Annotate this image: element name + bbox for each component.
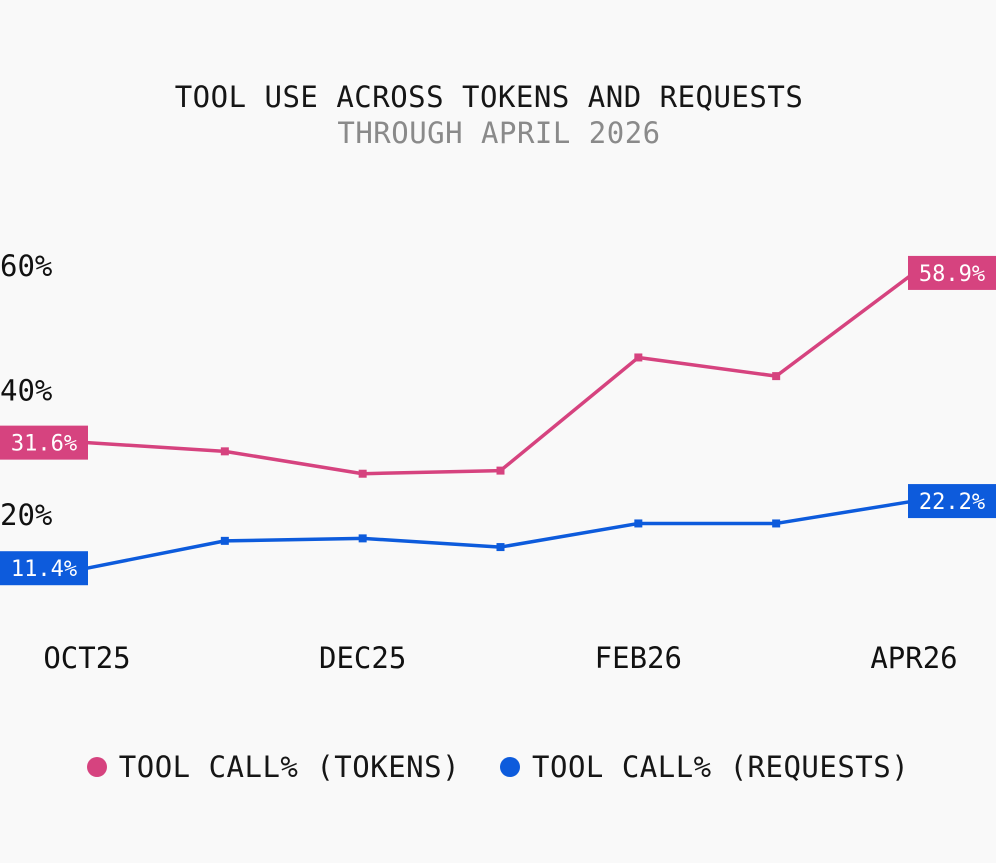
data-point (634, 519, 643, 528)
legend-swatch-tokens (86, 757, 107, 777)
data-point (358, 534, 367, 543)
legend-label-tokens: TOOL CALL% (TOKENS) (118, 750, 461, 784)
chart-subtitle: THROUGH APRIL 2026 (337, 116, 661, 150)
y-tick-label: 20% (0, 498, 52, 532)
data-point (496, 543, 505, 552)
end-value-badge (908, 255, 996, 290)
legend-swatch-requests (500, 757, 521, 777)
data-point (220, 447, 229, 456)
data-point (772, 372, 781, 381)
data-point (220, 536, 229, 545)
start-value-badge (0, 425, 88, 460)
start-value-label: 11.4% (11, 557, 77, 582)
y-tick-label: 60% (0, 249, 52, 283)
x-tick-label: APR26 (870, 641, 957, 675)
end-value-label: 22.2% (919, 490, 985, 515)
data-point (358, 469, 367, 478)
x-tick-label: DEC25 (319, 641, 406, 675)
data-point (634, 353, 643, 362)
series-line-0 (85, 271, 916, 476)
start-value-badge (0, 551, 88, 586)
legend-item-requests: TOOL CALL% (REQUESTS) (500, 750, 909, 784)
end-value-badge (908, 484, 996, 519)
y-tick-label: 40% (0, 373, 52, 407)
legend: TOOL CALL% (TOKENS) TOOL CALL% (REQUESTS… (0, 750, 996, 784)
data-point (496, 466, 505, 475)
start-value-label: 31.6% (11, 432, 77, 457)
end-value-label: 58.9% (919, 262, 985, 287)
chart-title: TOOL USE ACROSS TOKENS AND REQUESTS (174, 80, 804, 114)
legend-label-requests: TOOL CALL% (REQUESTS) (532, 750, 910, 784)
legend-item-tokens: TOOL CALL% (TOKENS) (86, 750, 461, 784)
x-tick-label: OCT25 (43, 641, 130, 675)
x-tick-label: FEB26 (595, 641, 682, 675)
data-point (772, 519, 781, 528)
series-line-1 (85, 499, 916, 570)
